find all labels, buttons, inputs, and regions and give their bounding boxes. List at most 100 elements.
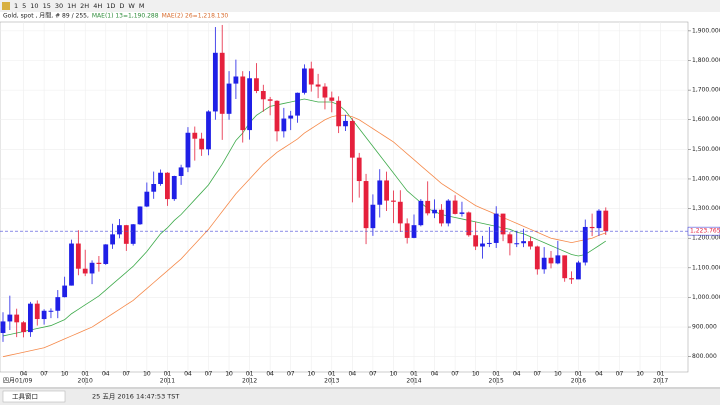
candle-body xyxy=(233,76,239,84)
timeframe-button[interactable]: W xyxy=(128,2,135,10)
candle-body xyxy=(384,180,389,201)
x-tick-label: 10 xyxy=(472,371,480,378)
candle-body xyxy=(295,92,300,116)
timeframe-button[interactable]: 30 xyxy=(55,2,63,10)
candle-body xyxy=(397,201,403,224)
candle-body xyxy=(69,243,74,286)
candle-body xyxy=(425,200,431,214)
x-tick-label: 07 xyxy=(451,371,459,378)
candle-body xyxy=(322,86,328,98)
x-tick-label: 04 xyxy=(266,371,274,378)
timeframe-button[interactable]: 1D xyxy=(106,2,115,10)
candle-body xyxy=(596,210,602,229)
candle-body xyxy=(329,97,335,101)
candle-body xyxy=(55,297,61,311)
candle-body xyxy=(41,310,47,320)
x-tick-label: 01 xyxy=(246,371,254,378)
y-tick-label: 1,900.000 xyxy=(692,27,720,34)
candle-body xyxy=(439,209,444,224)
candle-body xyxy=(206,111,211,150)
candle-body xyxy=(452,200,458,214)
candle-body xyxy=(534,246,540,270)
candle-body xyxy=(130,224,136,244)
timeframe-button[interactable]: 10 xyxy=(30,2,38,10)
status-bar xyxy=(0,389,720,405)
timeframe-button[interactable]: 1 xyxy=(14,2,18,10)
x-tick-label: 07 xyxy=(616,371,624,378)
x-tick-label: 10 xyxy=(61,371,69,378)
y-tick-label: 1,100.000 xyxy=(692,264,720,271)
candle-body xyxy=(62,285,68,298)
timeframe-button[interactable]: 4H xyxy=(93,2,102,10)
candle-body xyxy=(0,321,6,333)
year-label: 2012 xyxy=(242,378,257,385)
timeframe-button[interactable]: 5 xyxy=(22,2,26,10)
candle-body xyxy=(260,91,266,100)
candle-body xyxy=(82,268,88,274)
x-tick-label: 10 xyxy=(307,371,315,378)
candle-body xyxy=(110,234,115,245)
candle-body xyxy=(480,243,485,247)
candle-body xyxy=(7,314,13,322)
x-tick-label: 01 xyxy=(328,371,336,378)
candle-body xyxy=(192,132,198,139)
x-tick-label: 04 xyxy=(184,371,192,378)
year-label: 2014 xyxy=(406,378,421,385)
tool-tab[interactable] xyxy=(2,390,66,403)
candle-body xyxy=(411,225,417,238)
candle-body xyxy=(548,257,554,264)
candle-body xyxy=(137,206,143,225)
candle-body xyxy=(151,184,157,192)
candle-body xyxy=(117,225,122,235)
candle-body xyxy=(391,200,396,202)
x-tick-label: 07 xyxy=(533,371,541,378)
x-tick-label: 01 xyxy=(575,371,583,378)
candle-body xyxy=(254,78,259,92)
last-price-label: 1,223.765 xyxy=(690,228,720,235)
candle-body xyxy=(418,200,424,226)
header-bar xyxy=(0,12,720,22)
status-time: 25 五月 2016 14:47:53 TST xyxy=(92,393,179,401)
candle-body xyxy=(582,226,588,263)
timeframe-button[interactable]: 15 xyxy=(43,2,51,10)
tool-tab-label[interactable]: 工具窗口 xyxy=(12,392,38,401)
x-tick-label: 04 xyxy=(20,371,28,378)
ma2-info: MAE(2) 26=1,218.130 xyxy=(162,13,229,20)
x-tick-label: 07 xyxy=(287,371,295,378)
x-tick-label: 01 xyxy=(492,371,500,378)
y-tick-label: 1,600.000 xyxy=(692,116,720,123)
candle-body xyxy=(281,118,287,132)
candle-body xyxy=(219,52,225,114)
candle-body xyxy=(466,212,472,236)
candle-body xyxy=(21,322,26,333)
candle-body xyxy=(28,303,33,333)
x-tick-label: 01 xyxy=(410,371,418,378)
candle-body xyxy=(569,278,574,280)
candle-body xyxy=(315,84,321,87)
x-tick-label: 04 xyxy=(595,371,603,378)
candle-body xyxy=(34,303,40,320)
candle-body xyxy=(178,167,184,177)
x-tick-label: 04 xyxy=(431,371,439,378)
y-tick-label: 1,400.000 xyxy=(692,175,720,182)
x-tick-label: 01 xyxy=(657,371,665,378)
candle-body xyxy=(459,212,465,214)
candle-body xyxy=(363,181,369,229)
y-tick-label: 1,300.000 xyxy=(692,205,720,212)
candle-body xyxy=(288,115,294,119)
candle-body xyxy=(356,157,362,182)
timeframe-button[interactable]: 2H xyxy=(80,2,89,10)
x-tick-label: 01 xyxy=(81,371,89,378)
candle-body xyxy=(370,204,376,229)
timeframe-button[interactable]: D xyxy=(119,2,124,10)
candle-body xyxy=(48,310,54,312)
year-label: 2010 xyxy=(78,378,93,385)
timeframe-button[interactable]: 1H xyxy=(67,2,76,10)
y-tick-label: 1,800.000 xyxy=(692,57,720,64)
candle-body xyxy=(404,223,410,238)
last-price-box xyxy=(687,226,720,236)
timeframe-button[interactable]: M xyxy=(139,2,145,10)
candle-body xyxy=(185,132,191,168)
year-label: 2013 xyxy=(324,378,339,385)
candle-body xyxy=(589,226,595,229)
